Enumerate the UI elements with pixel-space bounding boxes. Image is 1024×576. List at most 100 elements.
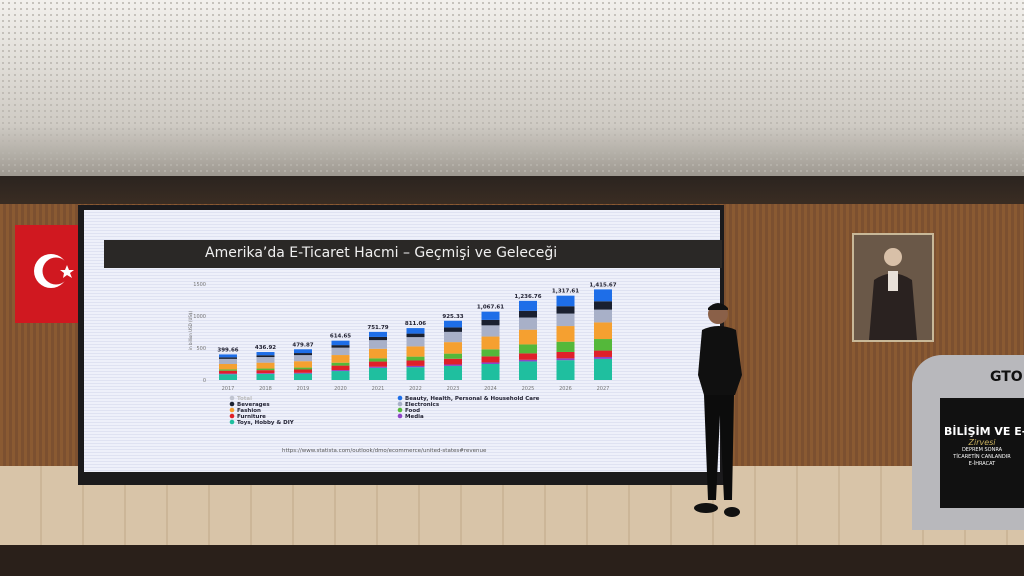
- x-tick-label: 2022: [409, 386, 422, 392]
- bar-segment: [219, 354, 237, 358]
- legend-label: Furniture: [237, 414, 266, 420]
- bar-segment: [481, 319, 500, 326]
- bar-segment: [331, 345, 350, 348]
- podium-logo: GTO: [990, 369, 1023, 385]
- bar-segment: [481, 311, 500, 320]
- bar-segment: [369, 336, 387, 341]
- ceiling-band: [0, 176, 1024, 206]
- legend-label: Electronics: [405, 402, 440, 408]
- legend-swatch: [229, 395, 235, 401]
- bar-segment: [444, 358, 462, 365]
- bar-segment: [219, 358, 237, 364]
- bar-segment: [406, 337, 425, 347]
- y-tick-label: 1000: [193, 314, 206, 320]
- bar-segment: [406, 346, 425, 357]
- presenter: [690, 300, 750, 525]
- legend-label: Media: [405, 414, 424, 420]
- bar-segment: [256, 368, 275, 371]
- bar-segment: [556, 295, 575, 307]
- legend-label: Toys, Hobby & DIY: [237, 420, 295, 426]
- bar-segment: [519, 344, 537, 354]
- bar-segment: [481, 362, 500, 364]
- bar-segment: [331, 362, 350, 366]
- legend-swatch: [397, 395, 403, 401]
- bar-segment: [219, 369, 237, 371]
- bar-segment: [256, 352, 275, 356]
- bar-total-label: 436.92: [255, 345, 276, 351]
- legend-label: Total: [237, 396, 252, 402]
- bar-segment: [331, 355, 350, 363]
- bar-total-label: 1,236.76: [514, 294, 541, 300]
- podium-banner: BİLİŞİM VE E-Ti Zirvesi DEPREM SONRA TİC…: [940, 398, 1024, 508]
- bar-segment: [481, 325, 500, 337]
- bar-total-label: 399.66: [217, 347, 238, 353]
- bar-segment: [444, 353, 462, 359]
- legend-swatch: [229, 407, 235, 413]
- bar-segment: [406, 328, 425, 334]
- source-url: https://www.statista.com/outlook/dmo/eco…: [282, 448, 487, 454]
- bar-segment: [444, 327, 462, 332]
- bar-segment: [594, 350, 612, 357]
- turkish-flag: [15, 225, 88, 323]
- bar-segment: [556, 351, 575, 359]
- bar-total-label: 1,317.61: [552, 289, 579, 295]
- bar-segment: [556, 306, 575, 314]
- crescent-star-icon: [34, 254, 74, 288]
- podium-line: TİCARETİN CANLANDIR: [953, 454, 1011, 460]
- bar-segment: [369, 331, 387, 337]
- bar-segment: [444, 331, 462, 343]
- bar-segment: [256, 355, 275, 358]
- bar-total-label: 811.06: [405, 321, 426, 327]
- podium-title: BİLİŞİM VE E-Ti: [944, 425, 1024, 438]
- bar-segment: [481, 364, 500, 380]
- legend-swatch: [397, 407, 403, 413]
- x-tick-label: 2024: [484, 386, 497, 392]
- bar-segment: [219, 373, 237, 375]
- bar-segment: [519, 359, 537, 362]
- bar-segment: [369, 348, 387, 359]
- bar-segment: [369, 358, 387, 362]
- bar-segment: [219, 364, 237, 370]
- bar-segment: [256, 370, 275, 374]
- y-axis-label: in billion USD (US$): [188, 310, 193, 350]
- podium-subtitle: Zirvesi: [968, 438, 996, 447]
- bar-segment: [556, 326, 575, 342]
- bar-segment: [369, 366, 387, 368]
- bar-segment: [369, 361, 387, 367]
- podium-line: E-İHRACAT: [968, 461, 996, 467]
- bar-segment: [406, 356, 425, 361]
- bar-segment: [256, 373, 275, 380]
- legend-swatch: [229, 419, 235, 425]
- legend-swatch: [397, 413, 403, 419]
- bar-segment: [556, 313, 575, 327]
- bar-total-label: 925.33: [442, 314, 463, 320]
- bar-segment: [519, 310, 537, 318]
- bar-segment: [519, 300, 537, 311]
- bar-segment: [481, 336, 500, 350]
- bar-total-label: 614.65: [330, 334, 351, 340]
- y-tick-label: 1500: [193, 282, 206, 288]
- x-tick-label: 2027: [597, 386, 610, 392]
- podium-line: DEPREM SONRA: [961, 447, 1003, 453]
- x-tick-label: 2018: [259, 386, 272, 392]
- bar-total-label: 1,067.61: [477, 305, 504, 311]
- portrait-frame: [852, 233, 934, 342]
- legend-swatch: [397, 401, 403, 407]
- x-tick-label: 2017: [222, 386, 235, 392]
- bar-total-label: 751.79: [367, 325, 388, 331]
- slide-title-bar: [104, 240, 722, 268]
- slide-title: Amerika’da E-Ticaret Hacmi – Geçmişi ve …: [205, 245, 558, 261]
- bar-segment: [444, 364, 462, 366]
- bar-segment: [406, 360, 425, 366]
- bar-segment: [406, 333, 425, 338]
- bar-segment: [594, 301, 612, 310]
- bar-segment: [594, 322, 612, 340]
- bar-segment: [444, 365, 462, 380]
- legend-label: Fashion: [237, 408, 261, 414]
- y-tick-label: 0: [203, 378, 206, 384]
- x-tick-label: 2023: [447, 386, 460, 392]
- bar-segment: [219, 374, 237, 380]
- bar-total-label: 1,415.67: [589, 282, 616, 288]
- bar-segment: [594, 309, 612, 323]
